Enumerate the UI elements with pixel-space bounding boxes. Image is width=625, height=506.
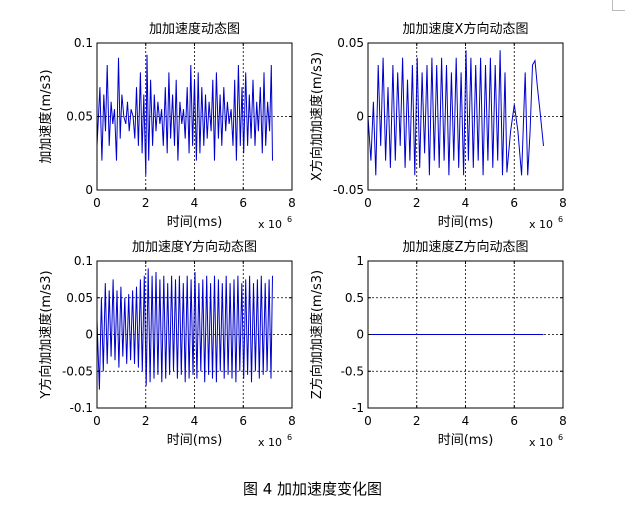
- x-tick-label: 8: [288, 196, 296, 210]
- x-axis-exponent-power: 6: [558, 433, 563, 442]
- chart-title: 加加速度Y方向动态图: [132, 239, 257, 255]
- y-tick-label: -0.1: [70, 401, 93, 415]
- x-tick-label: 0: [364, 196, 372, 210]
- x-tick-label: 2: [142, 414, 150, 428]
- x-axis-exponent-power: 6: [558, 215, 563, 224]
- x-axis-label: 时间(ms): [438, 215, 494, 230]
- x-tick-label: 6: [239, 196, 247, 210]
- y-tick-label: 1: [356, 254, 364, 268]
- x-tick-label: 8: [288, 414, 296, 428]
- series-line: [367, 50, 544, 176]
- x-tick-label: 0: [93, 196, 101, 210]
- x-axis-exponent: x 10: [529, 436, 553, 449]
- y-tick-label: 0: [356, 328, 364, 342]
- x-tick-label: 4: [191, 196, 199, 210]
- x-tick-label: 2: [413, 196, 421, 210]
- x-tick-label: 0: [364, 414, 372, 428]
- figure-caption: 图 4 加加速度变化图: [242, 480, 383, 498]
- x-tick-label: 8: [559, 196, 567, 210]
- x-axis-label: 时间(ms): [438, 433, 494, 448]
- chart-title: 加加速度X方向动态图: [403, 21, 529, 37]
- x-tick-label: 2: [413, 414, 421, 428]
- y-tick-label: 0.05: [337, 36, 364, 50]
- y-tick-label: 0.1: [74, 36, 93, 50]
- x-axis-exponent-power: 6: [287, 433, 292, 442]
- y-tick-label: 0.5: [345, 291, 364, 305]
- x-tick-label: 0: [93, 414, 101, 428]
- chart-title: 加加速度Z方向动态图: [403, 239, 529, 255]
- x-axis-exponent-power: 6: [287, 215, 292, 224]
- y-tick-label: 0: [356, 110, 364, 124]
- x-tick-label: 6: [510, 196, 518, 210]
- x-tick-label: 4: [191, 414, 199, 428]
- x-axis-exponent: x 10: [258, 218, 282, 231]
- y-tick-label: 0.1: [74, 254, 93, 268]
- y-tick-label: 0: [85, 328, 93, 342]
- chart-title: 加加速度动态图: [149, 21, 240, 37]
- y-axis-label: 加加速度(m/s3): [38, 69, 54, 163]
- x-axis-exponent: x 10: [529, 218, 553, 231]
- x-tick-label: 8: [559, 414, 567, 428]
- y-tick-label: 0.05: [66, 291, 93, 305]
- x-axis-label: 时间(ms): [167, 433, 223, 448]
- x-tick-label: 4: [462, 414, 470, 428]
- series-line: [96, 54, 273, 176]
- y-tick-label: 0: [85, 183, 93, 197]
- y-axis-label: X方向加加速度(m/s3): [309, 52, 325, 181]
- y-tick-label: -0.5: [341, 364, 364, 378]
- y-axis-label: Z方向加加速度(m/s3): [309, 270, 325, 399]
- y-axis-label: Y方向加加速度(m/s3): [38, 270, 54, 399]
- window-corner: [612, 0, 625, 11]
- x-axis-exponent: x 10: [258, 436, 282, 449]
- x-tick-label: 4: [462, 196, 470, 210]
- y-tick-label: -0.05: [333, 183, 364, 197]
- x-axis-label: 时间(ms): [167, 215, 223, 230]
- x-tick-label: 6: [510, 414, 518, 428]
- series-line: [96, 268, 273, 390]
- y-tick-label: -0.05: [62, 364, 93, 378]
- y-tick-label: -1: [352, 401, 364, 415]
- y-tick-label: 0.05: [66, 110, 93, 124]
- x-tick-label: 6: [239, 414, 247, 428]
- x-tick-label: 2: [142, 196, 150, 210]
